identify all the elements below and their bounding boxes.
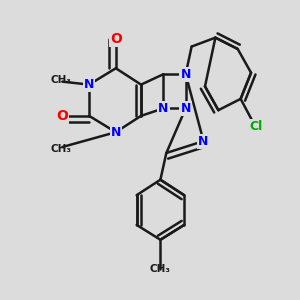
Text: N: N <box>158 102 169 115</box>
Text: N: N <box>198 135 209 148</box>
Text: N: N <box>111 126 121 139</box>
Text: CH₃: CH₃ <box>50 143 71 154</box>
Text: Cl: Cl <box>249 120 262 133</box>
Text: N: N <box>181 102 191 115</box>
Text: O: O <box>110 32 122 46</box>
Text: N: N <box>181 68 191 81</box>
Text: N: N <box>84 78 94 91</box>
Text: O: O <box>56 109 68 123</box>
Text: CH₃: CH₃ <box>50 75 71 85</box>
Text: CH₃: CH₃ <box>150 265 171 275</box>
